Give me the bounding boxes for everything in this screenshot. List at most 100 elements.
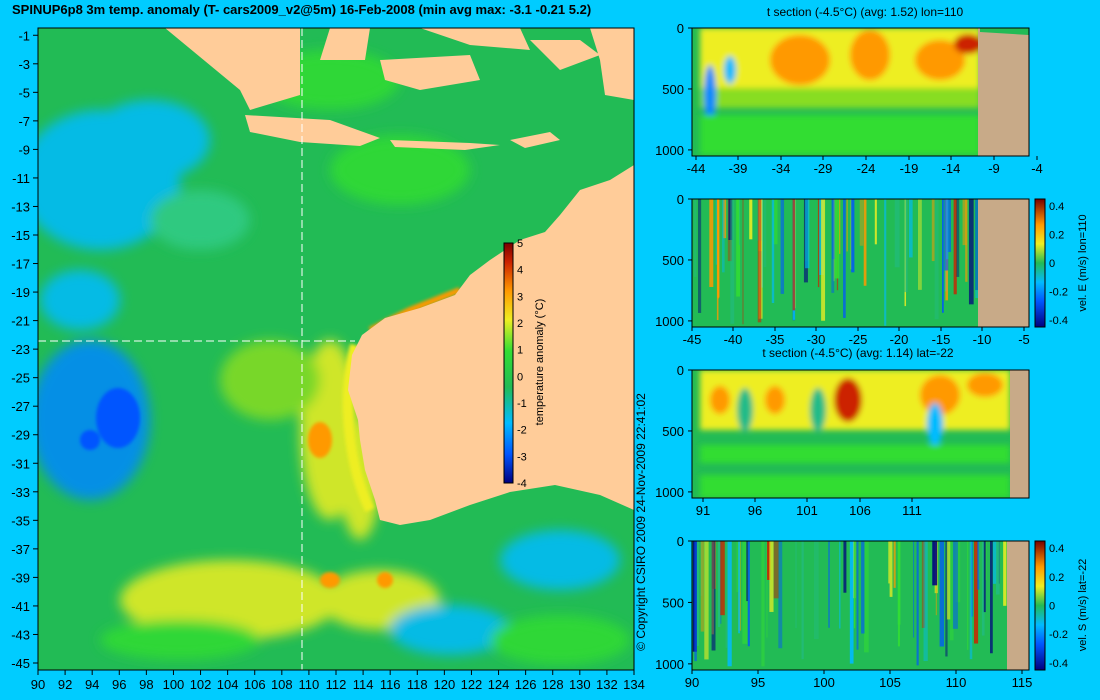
panel0-y-axis: 0 500 1000 [655, 21, 692, 158]
x-tick-label: 120 [434, 677, 456, 692]
y-tick-label: -3 [18, 57, 30, 72]
panel-x-tick-label: -15 [932, 332, 951, 347]
panel-x-tick-label: -24 [857, 161, 876, 176]
panel-x-tick-label: 105 [879, 675, 901, 690]
y-tick-label: -1 [18, 28, 30, 43]
x-tick-label: 94 [85, 677, 99, 692]
panel-colorbar-tick-label: -0.4 [1049, 658, 1068, 670]
panel-x-tick-label: -44 [687, 161, 706, 176]
main-map-title: SPINUP6p8 3m temp. anomaly (T- cars2009_… [12, 2, 592, 17]
panel0-title: t section (-4.5°C) (avg: 1.52) lon=110 [766, 5, 964, 19]
y-tick-label: -25 [11, 371, 30, 386]
x-tick-label: 128 [542, 677, 564, 692]
panel0-x-axis: -44 -39 -34 -29 -24 -19 -14 -9 -4 [687, 156, 1043, 176]
panel-x-tick-label: 90 [685, 675, 699, 690]
x-tick-label: 126 [515, 677, 537, 692]
x-tick-label: 124 [488, 677, 510, 692]
panel-y-tick-label: 1000 [655, 143, 684, 158]
panel-vel-e-section [692, 199, 1029, 327]
panel-x-tick-label: -40 [724, 332, 743, 347]
panel1-colorbar [1034, 198, 1046, 328]
y-tick-label: -7 [18, 114, 30, 129]
panel-y-tick-label: 500 [662, 82, 684, 97]
y-tick-label: -41 [11, 599, 30, 614]
panel3-colorbar-label: vel. S (m/s) lat=-22 [1077, 558, 1089, 652]
colorbar-tick-label: 1 [517, 345, 523, 357]
panel-colorbar-tick-label: 0 [1049, 601, 1055, 613]
y-tick-label: -43 [11, 627, 30, 642]
x-tick-label: 108 [271, 677, 293, 692]
panel-y-tick-label: 500 [662, 253, 684, 268]
panel-colorbar-tick-label: 0 [1049, 258, 1055, 270]
colorbar-tick-label: -1 [517, 398, 527, 410]
y-tick-label: -5 [18, 85, 30, 100]
panel-x-tick-label: 96 [748, 503, 762, 518]
y-tick-label: -31 [11, 456, 30, 471]
panel2-x-axis: 91 96 101 106 111 [696, 498, 922, 518]
panel-x-tick-label: -34 [772, 161, 791, 176]
x-tick-label: 104 [217, 677, 239, 692]
panel-temp-section-lat [692, 370, 1029, 498]
panel-temp-section-lon [692, 28, 1029, 156]
y-tick-label: -11 [12, 171, 30, 186]
y-tick-label: -35 [11, 513, 30, 528]
panel-colorbar-tick-label: 0.2 [1049, 572, 1064, 584]
y-tick-label: -33 [11, 485, 30, 500]
y-tick-label: -13 [11, 199, 30, 214]
main-colorbar: 5 4 3 2 1 0 -1 -2 -3 -4 [503, 238, 527, 490]
panel-x-tick-label: -5 [1018, 332, 1030, 347]
panel-x-tick-label: -45 [683, 332, 702, 347]
x-tick-label: 92 [58, 677, 72, 692]
y-tick-label: -39 [11, 570, 30, 585]
panel-colorbar-tick-label: -0.4 [1049, 315, 1068, 327]
panel3-x-axis: 90 95 100 105 110 115 [685, 670, 1033, 690]
colorbar-tick-label: -2 [517, 425, 527, 437]
panel-x-tick-label: 111 [902, 503, 922, 518]
main-y-axis: -1 -3 -5 -7 -9 -11 -13 -15 -17 -19 -21 -23 -25 -27 -29… [11, 28, 38, 671]
x-tick-label: 116 [380, 677, 401, 692]
panel-vel-s-section [692, 541, 1029, 670]
panel-x-tick-label: -35 [766, 332, 785, 347]
y-tick-label: -23 [11, 342, 30, 357]
y-tick-label: -37 [11, 542, 30, 557]
x-tick-label: 114 [353, 677, 374, 692]
panel1-colorbar-label: vel. E (m/s) lon=110 [1077, 214, 1089, 312]
panel-x-tick-label: -30 [807, 332, 826, 347]
x-tick-label: 100 [163, 677, 185, 692]
panel-x-tick-label: 115 [1012, 675, 1033, 690]
panel2-title: t section (-4.5°C) (avg: 1.14) lat=-22 [762, 346, 954, 360]
panel-colorbar-tick-label: -0.2 [1049, 629, 1068, 641]
panel3-y-axis: 0 500 1000 [655, 534, 692, 672]
panel-y-tick-label: 1000 [655, 657, 684, 672]
panel-y-tick-label: 1000 [655, 485, 684, 500]
panel-y-tick-label: 0 [677, 534, 684, 549]
x-tick-label: 102 [190, 677, 212, 692]
panel-x-tick-label: -20 [890, 332, 909, 347]
panel-y-tick-label: 500 [662, 595, 684, 610]
x-tick-label: 118 [407, 677, 428, 692]
panel-x-tick-label: 91 [696, 503, 710, 518]
panel-x-tick-label: -4 [1031, 161, 1043, 176]
panel-colorbar-tick-label: -0.2 [1049, 286, 1068, 298]
x-tick-label: 106 [244, 677, 266, 692]
colorbar-tick-label: 4 [517, 265, 523, 277]
x-tick-label: 98 [139, 677, 153, 692]
panel-x-tick-label: -29 [814, 161, 833, 176]
colorbar-tick-label: 0 [517, 371, 523, 383]
y-tick-label: -45 [11, 656, 30, 671]
panel2-y-axis: 0 500 1000 [655, 363, 692, 500]
colorbar-tick-label: 3 [517, 291, 523, 303]
panel-x-tick-label: -19 [900, 161, 919, 176]
panel1-y-axis: 0 500 1000 [655, 192, 692, 329]
y-tick-label: -9 [18, 142, 30, 157]
land [165, 28, 634, 525]
panel-x-tick-label: 110 [946, 675, 967, 690]
y-tick-label: -21 [11, 314, 30, 329]
panel-x-tick-label: -39 [729, 161, 748, 176]
panel-x-tick-label: -14 [942, 161, 961, 176]
colorbar-tick-label: -4 [517, 478, 527, 490]
panel-y-tick-label: 0 [677, 363, 684, 378]
panel-colorbar-tick-label: 0.2 [1049, 230, 1064, 242]
